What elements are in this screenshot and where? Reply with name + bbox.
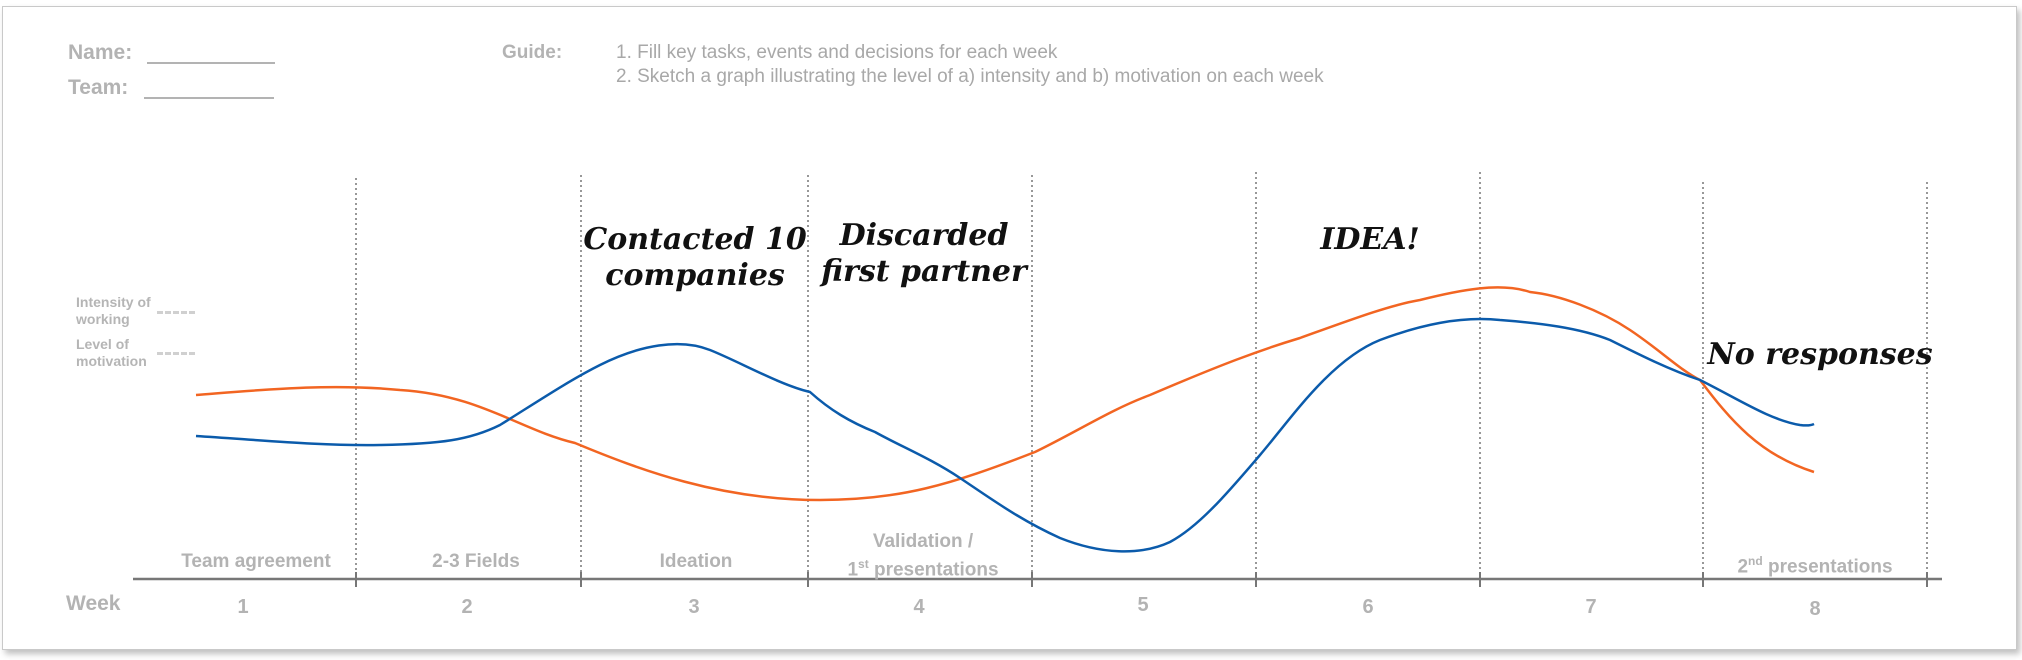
phase-week-4-line1: Validation / bbox=[872, 531, 974, 552]
legend-motivation-label: Level of motivation bbox=[76, 336, 147, 369]
name-label: Name: bbox=[68, 41, 133, 64]
axis-ticks bbox=[355, 572, 1928, 587]
name-field[interactable] bbox=[147, 62, 275, 64]
guide-item-2: 2. Sketch a graph illustrating the level… bbox=[616, 66, 1324, 87]
week-number-6: 6 bbox=[1362, 596, 1374, 618]
week-number-5: 5 bbox=[1137, 594, 1149, 616]
week-number-2: 2 bbox=[461, 596, 473, 618]
phase-week-2: 2-3 Fields bbox=[432, 551, 520, 572]
guide-item-1: 1. Fill key tasks, events and decisions … bbox=[616, 42, 1058, 63]
week-number-7: 7 bbox=[1585, 596, 1597, 618]
legend-motivation-key bbox=[157, 352, 195, 355]
note-week-8: No responses bbox=[1707, 337, 1933, 372]
week-axis-label: Week bbox=[66, 592, 121, 615]
legend-intensity-key bbox=[157, 311, 195, 314]
team-field[interactable] bbox=[144, 97, 274, 99]
phase-week-1: Team agreement bbox=[181, 551, 331, 572]
note-week-3: Contacted 10 companies bbox=[583, 222, 807, 293]
week-number-8: 8 bbox=[1809, 598, 1821, 620]
week-number-3: 3 bbox=[688, 596, 700, 618]
reflection-sheet bbox=[2, 6, 2017, 650]
phase-week-8: 2nd presentations bbox=[1737, 554, 1893, 578]
legend-intensity-label: Intensity of working bbox=[76, 294, 151, 327]
phase-week-3: Ideation bbox=[659, 551, 733, 572]
phase-week-4-line2: 1st presentations bbox=[847, 557, 999, 581]
guide-label: Guide: bbox=[502, 42, 563, 63]
week-number-4: 4 bbox=[913, 596, 925, 618]
week-number-1: 1 bbox=[237, 596, 249, 618]
motivation-curve bbox=[195, 317, 1815, 553]
phase-week-4: Validation / 1st presentations bbox=[828, 530, 1018, 581]
team-label: Team: bbox=[68, 76, 129, 99]
intensity-curve bbox=[195, 286, 1815, 502]
note-week-4: Discarded first partner bbox=[821, 218, 1027, 289]
note-week-6: IDEA! bbox=[1320, 222, 1420, 257]
